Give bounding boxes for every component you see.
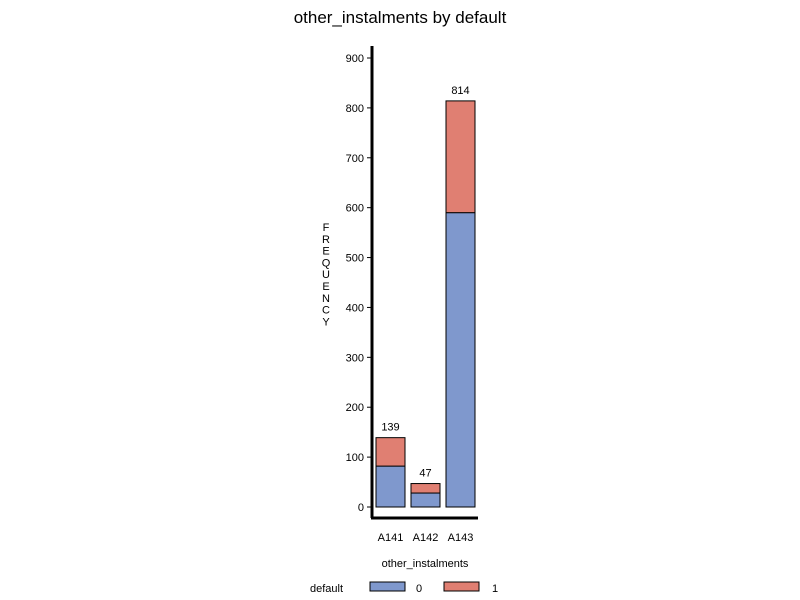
legend-swatch-0 [369, 581, 406, 592]
y-tick-label: 300 [346, 352, 364, 364]
chart-title: other_instalments by default [294, 8, 507, 27]
legend: default 0 1 [310, 581, 498, 595]
bar-A143-default-0 [445, 212, 476, 508]
legend-swatch-1 [443, 581, 480, 592]
y-tick-label: 500 [346, 253, 364, 265]
y-axis-title-letter: R [322, 234, 330, 246]
bars-layer: 139 47 814 [375, 85, 476, 508]
bar-A141-default-1 [375, 437, 406, 467]
y-tick-label: 100 [346, 452, 364, 464]
bar-total-label: 139 [381, 422, 399, 434]
bar-A142-default-0 [410, 492, 441, 508]
x-tick-label: A142 [413, 532, 439, 544]
y-axis-title-letter: Y [322, 316, 330, 328]
bar-A143-default-1 [445, 100, 476, 214]
legend-label-1: 1 [492, 583, 498, 595]
y-tick-label: 900 [346, 53, 364, 65]
y-axis-title-letter: C [322, 305, 330, 317]
y-tick-label: 200 [346, 402, 364, 414]
y-axis: 0 100 200 300 400 500 600 700 800 900 [346, 46, 374, 518]
y-axis-title-letter: Q [322, 257, 331, 269]
legend-title: default [310, 583, 343, 595]
bar-A141-default-0 [375, 465, 406, 508]
bar-total-label: 814 [451, 85, 469, 97]
y-tick-label: 600 [346, 203, 364, 215]
x-tick-label: A143 [448, 532, 474, 544]
bar-total-label: 47 [419, 468, 431, 480]
y-axis-title-letter: E [322, 246, 329, 258]
y-axis-title-letter: U [322, 269, 330, 281]
y-tick-label: 700 [346, 153, 364, 165]
bar-A142-default-1 [410, 483, 441, 494]
x-axis-title: other_instalments [382, 558, 469, 570]
x-tick-label: A141 [378, 532, 404, 544]
y-axis-title-letter: F [323, 222, 330, 234]
y-tick-label: 800 [346, 103, 364, 115]
x-axis: A141 A142 A143 [371, 516, 478, 544]
y-tick-label: 0 [358, 502, 364, 514]
legend-label-0: 0 [416, 583, 422, 595]
y-tick-label: 400 [346, 302, 364, 314]
y-axis-title-letter: E [322, 281, 329, 293]
y-axis-title-letter: N [322, 293, 330, 305]
